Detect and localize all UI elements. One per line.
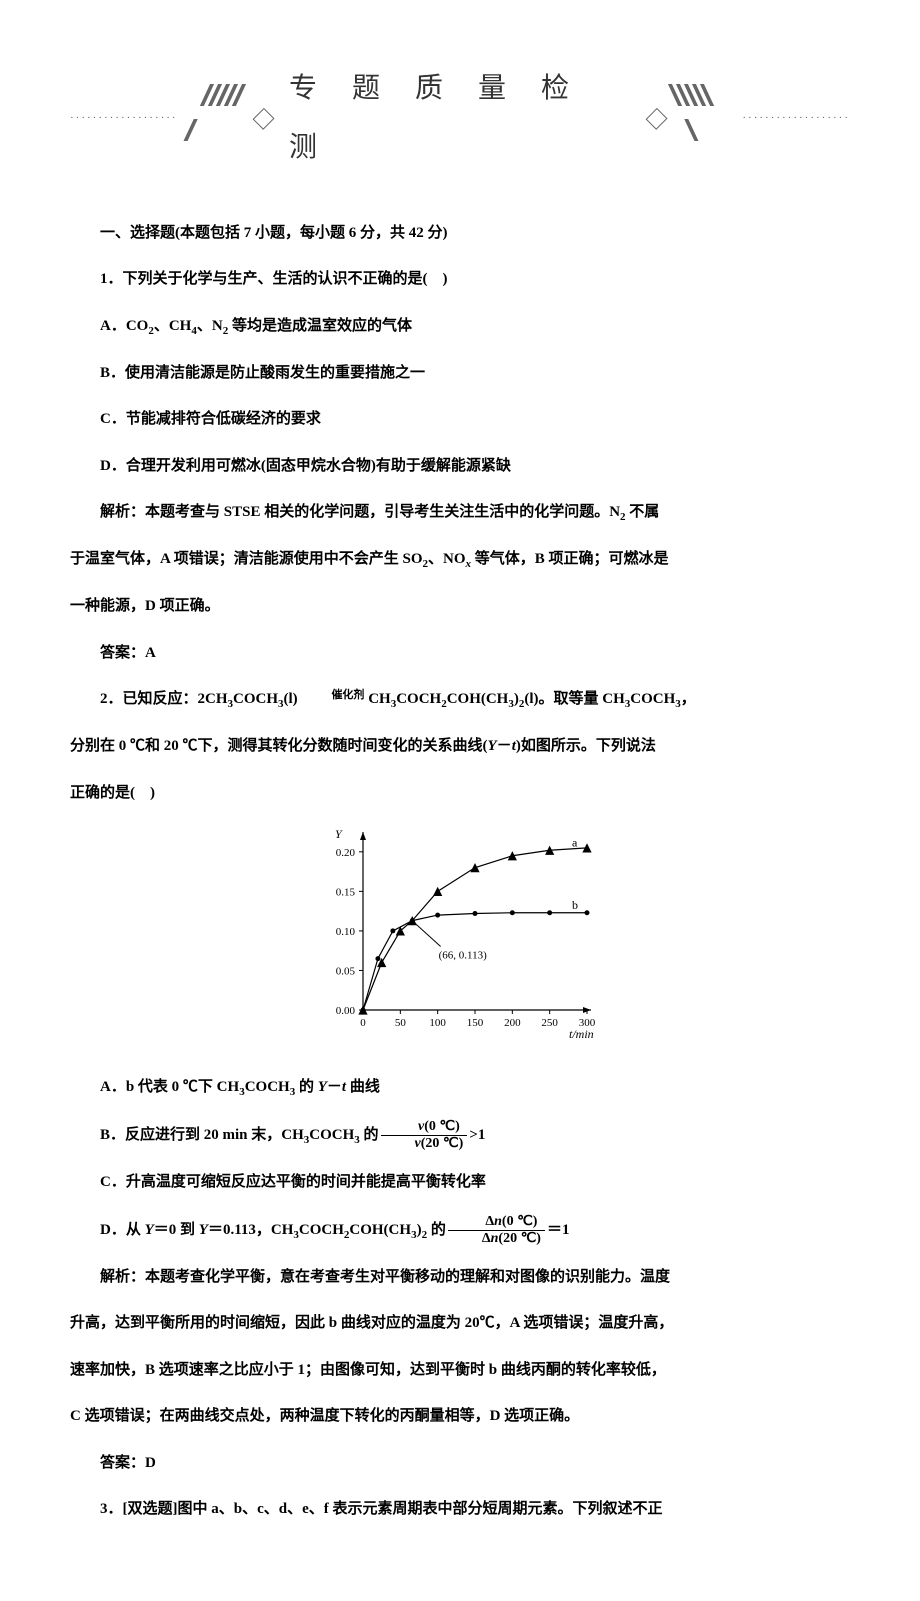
banner-diamond-left xyxy=(252,108,274,130)
svg-text:0: 0 xyxy=(360,1017,366,1029)
q1-stem-b: ) xyxy=(443,271,448,287)
q2-optA: A．b 代表 0 ℃下 CH3COCH3 的 Y－t 曲线 xyxy=(70,1072,850,1104)
svg-text:a: a xyxy=(572,836,578,850)
svg-text:250: 250 xyxy=(541,1017,558,1029)
q2-stem-2: 分别在 0 ℃和 20 ℃下，测得其转化分数随时间变化的关系曲线(Y－t)如图所… xyxy=(70,731,850,763)
q3-stem: 3．[双选题]图中 a、b、c、d、e、f 表示元素周期表中部分短周期元素。下列… xyxy=(70,1494,850,1526)
q2-stem: 2．已知反应：2CH3COCH3(l) 催化剂 CH3COCH2COH(CH3)… xyxy=(70,684,850,716)
banner-dots-left: ··················· xyxy=(70,107,178,130)
svg-text:0.10: 0.10 xyxy=(336,926,356,938)
q2-answer: 答案：D xyxy=(70,1448,850,1480)
q2-optC: C．升高温度可缩短反应达平衡的时间并能提高平衡转化率 xyxy=(70,1167,850,1199)
q2-optD: D．从 Y＝0 到 Y＝0.113，CH3COCH2COH(CH3)2 的Δn(… xyxy=(70,1214,850,1247)
banner-title: 专 题 质 量 检 测 xyxy=(289,60,631,178)
banner: ··················· 专 题 质 量 检 测 ········… xyxy=(70,60,850,178)
fraction-2: Δn(0 ℃)Δn(20 ℃) xyxy=(448,1214,545,1247)
svg-text:0.20: 0.20 xyxy=(336,847,356,859)
banner-stripes-right xyxy=(666,84,744,153)
q1-optC: C．节能减排符合低碳经济的要求 xyxy=(70,404,850,436)
q2-optB: B．反应进行到 20 min 末，CH3COCH3 的v(0 ℃)v(20 ℃)… xyxy=(70,1119,850,1152)
svg-text:50: 50 xyxy=(395,1017,407,1029)
q2-analysis-4: C 选项错误；在两曲线交点处，两种温度下转化的丙酮量相等，D 选项正确。 xyxy=(70,1401,850,1433)
svg-text:200: 200 xyxy=(504,1017,521,1029)
catalyst-arrow: 催化剂 xyxy=(301,690,364,701)
svg-text:150: 150 xyxy=(467,1017,484,1029)
svg-text:0.15: 0.15 xyxy=(336,887,356,899)
q1-analysis-3: 一种能源，D 项正确。 xyxy=(70,591,850,623)
q2-analysis-2: 升高，达到平衡所用的时间缩短，因此 b 曲线对应的温度为 20℃，A 选项错误；… xyxy=(70,1308,850,1340)
q1-optB: B．使用清洁能源是防止酸雨发生的重要措施之一 xyxy=(70,358,850,390)
q1-stem: 1．下列关于化学与生产、生活的认识不正确的是( ) xyxy=(70,264,850,296)
svg-text:0.05: 0.05 xyxy=(336,966,356,978)
q1-analysis-2: 于温室气体，A 项错误；清洁能源使用中不会产生 SO2、NOx 等气体，B 项正… xyxy=(70,544,850,576)
banner-diamond-right xyxy=(646,108,668,130)
banner-dots-right: ··················· xyxy=(742,107,850,130)
q2-stem-3: 正确的是( ) xyxy=(70,778,850,810)
q2-analysis-1: 解析：本题考查化学平衡，意在考查考生对平衡移动的理解和对图像的识别能力。温度 xyxy=(70,1262,850,1294)
banner-stripes-left xyxy=(176,84,254,153)
q1-optD: D．合理开发利用可燃冰(固态甲烷水合物)有助于缓解能源紧缺 xyxy=(70,451,850,483)
section-heading: 一、选择题(本题包括 7 小题，每小题 6 分，共 42 分) xyxy=(70,218,850,250)
q2-chart: 0501001502002503000.000.050.100.150.20Yt… xyxy=(70,824,850,1057)
fraction-1: v(0 ℃)v(20 ℃) xyxy=(381,1119,468,1152)
svg-text:(66, 0.113): (66, 0.113) xyxy=(439,950,488,962)
svg-text:b: b xyxy=(572,898,578,912)
q2-analysis-3: 速率加快，B 选项速率之比应小于 1；由图像可知，达到平衡时 b 曲线丙酮的转化… xyxy=(70,1355,850,1387)
svg-text:Y: Y xyxy=(335,827,343,841)
svg-text:0.00: 0.00 xyxy=(336,1005,356,1017)
q1-analysis: 解析：本题考查与 STSE 相关的化学问题，引导考生关注生活中的化学问题。N2 … xyxy=(70,497,850,529)
svg-text:100: 100 xyxy=(429,1017,446,1029)
q1-stem-a: 1．下列关于化学与生产、生活的认识不正确的是( xyxy=(100,271,428,287)
q1-answer: 答案：A xyxy=(70,638,850,670)
chart-svg: 0501001502002503000.000.050.100.150.20Yt… xyxy=(315,824,605,1044)
svg-text:t/min: t/min xyxy=(569,1027,594,1041)
q1-optA: A．CO2、CH4、N2 等均是造成温室效应的气体 xyxy=(70,311,850,343)
